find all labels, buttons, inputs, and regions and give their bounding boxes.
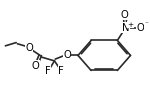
Text: O: O: [63, 50, 71, 60]
Text: ⁻: ⁻: [145, 22, 148, 28]
Text: N: N: [122, 23, 129, 33]
Text: O: O: [32, 61, 40, 71]
Text: +: +: [128, 22, 134, 28]
Text: O: O: [137, 23, 144, 33]
Text: F: F: [45, 66, 51, 76]
Text: O: O: [121, 10, 129, 20]
Text: F: F: [58, 66, 64, 76]
Text: O: O: [25, 43, 33, 53]
